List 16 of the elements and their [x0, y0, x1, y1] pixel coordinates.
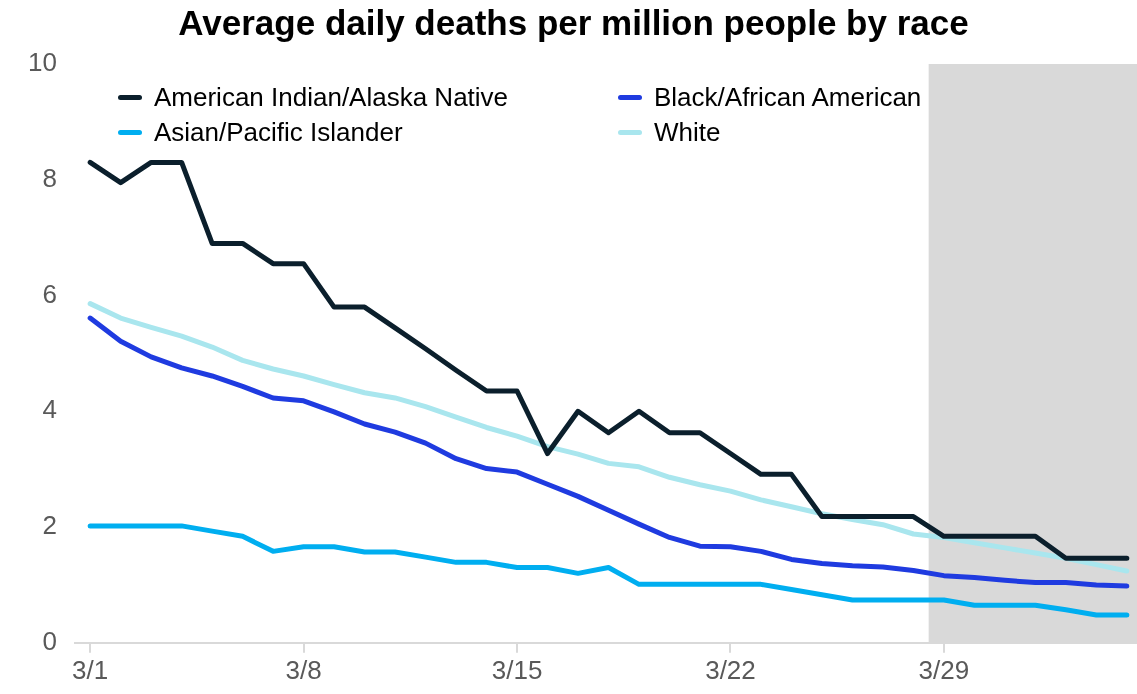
x-tick-label: 3/29: [918, 654, 970, 685]
x-tick-label: 3/8: [285, 654, 322, 685]
y-tick-label: 4: [42, 394, 57, 425]
x-tick-label: 3/22: [705, 654, 756, 685]
y-tick-label: 10: [28, 47, 57, 78]
legend-label: White: [654, 117, 721, 148]
legend-label: American Indian/Alaska Native: [154, 82, 509, 113]
y-tick-label: 8: [42, 162, 57, 193]
legend-label: Asian/Pacific Islander: [154, 117, 403, 148]
y-tick-label: 2: [42, 510, 57, 541]
y-tick-label: 0: [42, 625, 57, 656]
x-tick-label: 3/15: [491, 654, 543, 685]
chart-title: Average daily deaths per million people by race: [178, 2, 969, 42]
legend-label: Black/African American: [654, 82, 922, 113]
x-tick-label: 3/1: [72, 654, 109, 685]
y-tick-label: 6: [42, 278, 57, 309]
